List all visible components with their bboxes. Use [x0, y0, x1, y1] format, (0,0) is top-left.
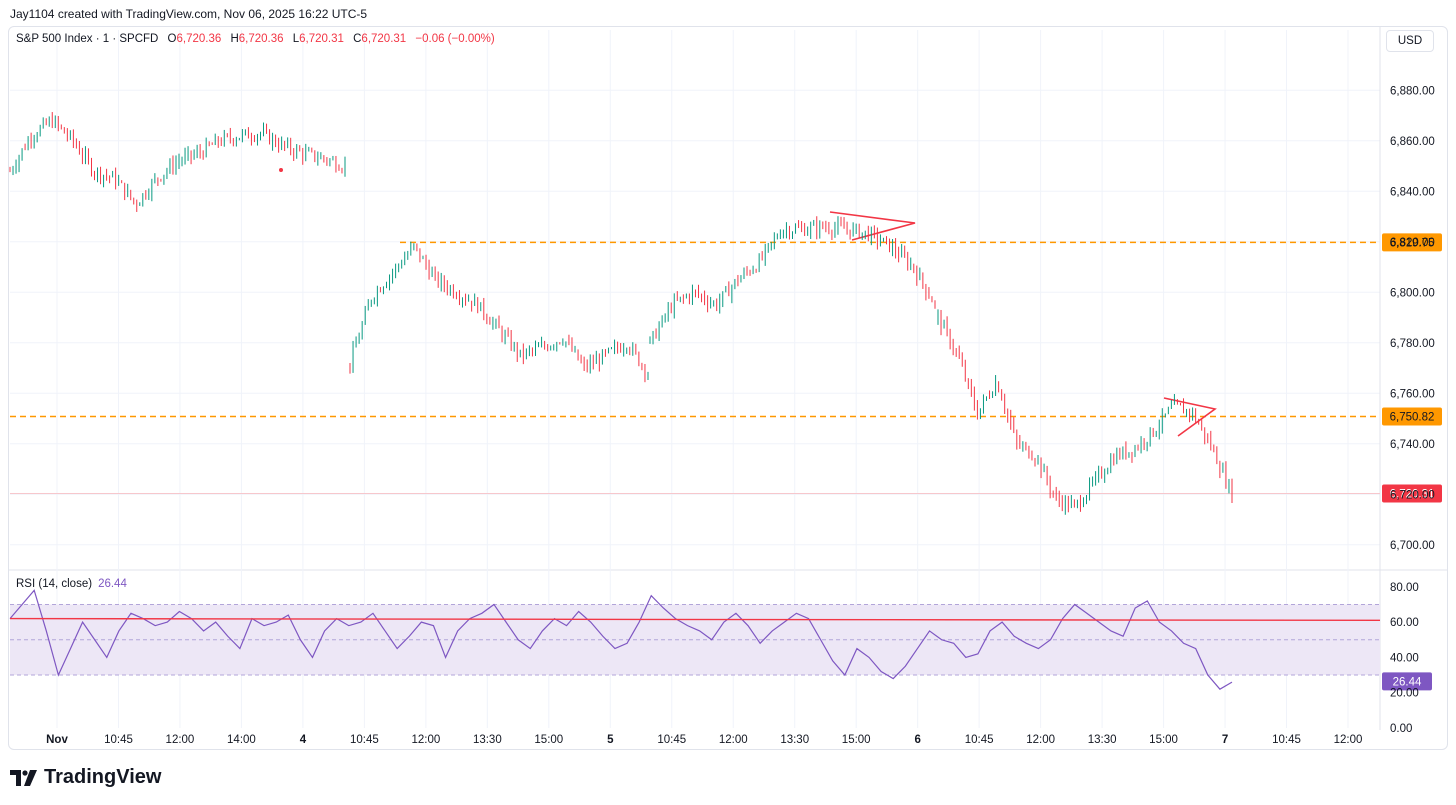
change-value: −0.06 (−0.00%): [415, 33, 495, 45]
price-tick-label: 6,700.00: [1390, 540, 1435, 552]
rsi-current-tag: [1382, 672, 1432, 691]
close-value: 6,720.31: [361, 33, 407, 45]
rsi-line: [9, 589, 1233, 690]
chart-credit: Jay1104 created with TradingView.com, No…: [10, 7, 368, 21]
time-tick-label: 12:00: [719, 734, 748, 746]
price-levels: 6,819.75 6,750.82 6,720.31: [10, 168, 1442, 503]
rsi-tick-label: 0.00: [1390, 723, 1412, 735]
time-tick-label: 15:00: [534, 734, 563, 746]
low-label: L: [292, 33, 300, 45]
time-tick-label: 10:45: [1272, 734, 1301, 746]
close-label: C: [353, 33, 362, 45]
price-tick-label: 6,780.00: [1390, 338, 1435, 350]
time-axis: Nov 10:45 12:00 14:00 4 10:45 12:00 13:30 15:00 5…: [46, 734, 1362, 746]
price-level-tag: [1382, 233, 1442, 252]
time-tick-label: 10:45: [657, 734, 686, 746]
time-tick-label: 13:30: [1088, 734, 1117, 746]
triangle-pattern: [829, 211, 916, 241]
rsi-pane: 26.44: [9, 589, 1432, 691]
time-tick-label: 10:45: [104, 734, 133, 746]
marker-dot: [279, 168, 283, 172]
time-tick-label: 13:30: [780, 734, 809, 746]
time-tick-label: 12:00: [1334, 734, 1363, 746]
rsi-tick-label: 60.00: [1390, 617, 1419, 629]
triangle-pattern: [1163, 397, 1217, 437]
ohlc-legend: S&P 500 Index · 1 · SPCFD O6,720.36 H6,7…: [16, 33, 495, 45]
price-tick-label: 6,740.00: [1390, 439, 1435, 451]
time-tick-label: 15:00: [1149, 734, 1178, 746]
time-tick-label: 12:00: [166, 734, 195, 746]
time-tick-label: 4: [300, 734, 307, 746]
price-series: [9, 112, 1233, 515]
currency-button[interactable]: USD: [1386, 30, 1434, 52]
rsi-current-label: 26.44: [1393, 676, 1422, 688]
rsi-trendline: [9, 617, 1381, 622]
price-tick-label: 6,760.00: [1390, 388, 1435, 400]
last-price-label: 6,720.31: [1390, 489, 1435, 501]
brand-footer[interactable]: TradingView: [10, 766, 161, 789]
time-tick-label: 10:45: [965, 734, 994, 746]
open-label: O: [167, 33, 177, 45]
rsi-tick-label: 80.00: [1390, 582, 1419, 594]
price-tick-label: 6,800.00: [1390, 287, 1435, 299]
price-axis: 6,880.00 6,860.00 6,840.00 6,820.00 6,800.00…: [1390, 85, 1435, 735]
time-tick-label: 7: [1222, 734, 1228, 746]
low-value: 6,720.31: [299, 33, 344, 45]
time-tick-label: 5: [607, 734, 614, 746]
chart-frame: [8, 26, 1448, 750]
price-level-tag: [1382, 407, 1442, 426]
price-tick-label: 6,840.00: [1390, 186, 1435, 198]
symbol-label: S&P 500 Index · 1 · SPCFD: [16, 33, 159, 45]
price-tick-label: 6,820.00: [1390, 237, 1435, 249]
last-price-tag: [1382, 484, 1442, 503]
price-tick-label: 6,720.00: [1390, 489, 1435, 501]
time-tick-label: 15:00: [842, 734, 871, 746]
high-label: H: [230, 33, 239, 45]
time-tick-label: 6: [914, 734, 920, 746]
rsi-value: 26.44: [98, 578, 127, 590]
rsi-label: RSI (14, close): [16, 578, 93, 590]
rsi-legend: RSI (14, close) 26.44: [16, 578, 127, 590]
tradingview-logo-icon: [10, 769, 37, 786]
time-tick-label: 12:00: [1026, 734, 1055, 746]
price-tick-label: 6,880.00: [1390, 85, 1435, 97]
open-value: 6,720.36: [176, 33, 222, 45]
price-level-label: 6,819.75: [1390, 237, 1435, 249]
brand-name: TradingView: [44, 766, 162, 788]
time-tick-label: 14:00: [227, 734, 256, 746]
time-tick-label: Nov: [46, 734, 68, 746]
time-tick-label: 10:45: [350, 734, 379, 746]
time-tick-label: 13:30: [473, 734, 502, 746]
rsi-tick-label: 20.00: [1390, 688, 1419, 700]
price-level-label: 6,750.82: [1390, 411, 1435, 423]
time-tick-label: 12:00: [411, 734, 440, 746]
high-value: 6,720.36: [238, 33, 284, 45]
price-tick-label: 6,860.00: [1390, 136, 1435, 148]
rsi-tick-label: 40.00: [1390, 652, 1419, 664]
